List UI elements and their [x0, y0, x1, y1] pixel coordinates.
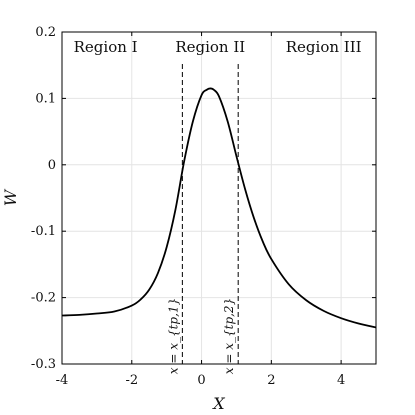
tick-labels: -4 -2 0 2 4 -0.3 -0.2 -0.1 0 0.1 0.2	[31, 25, 345, 388]
turning-point-lines: x = x_{tp,1} x = x_{tp,2}	[166, 64, 239, 374]
x-tick-label: 0	[197, 373, 205, 388]
region-label: Region I	[74, 38, 138, 56]
series-group	[61, 87, 377, 329]
y-tick-label: 0.1	[35, 91, 56, 106]
x-tick-label: 2	[267, 373, 275, 388]
y-axis-label: W	[1, 188, 20, 206]
x-axis-label: X	[211, 394, 225, 413]
turning-point-label: x = x_{tp,1}	[166, 298, 180, 374]
y-tick-label: -0.2	[31, 291, 56, 306]
x-tick-label: -4	[56, 373, 69, 388]
region-label: Region III	[286, 38, 362, 56]
series-line	[61, 87, 377, 329]
y-tick-label: -0.1	[31, 224, 56, 239]
region-label: Region II	[175, 38, 245, 56]
region-labels: Region I Region II Region III	[74, 38, 362, 56]
y-tick-label: -0.3	[31, 357, 56, 372]
plot-frame	[61, 31, 377, 365]
x-tick-label: -2	[125, 373, 138, 388]
x-tick-label: 4	[337, 373, 345, 388]
turning-point-label: x = x_{tp,2}	[222, 298, 236, 374]
y-tick-label: 0	[48, 158, 56, 173]
y-tick-label: 0.2	[35, 25, 56, 40]
